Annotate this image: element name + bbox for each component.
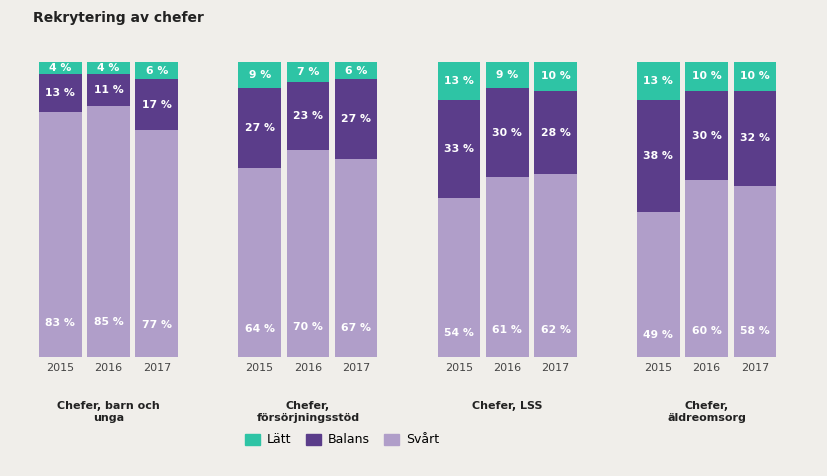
Text: 77 %: 77 % <box>141 320 172 330</box>
Text: 11 %: 11 % <box>93 85 123 95</box>
Bar <box>637 212 680 357</box>
Text: 49 %: 49 % <box>643 330 673 340</box>
Text: 6 %: 6 % <box>345 66 367 76</box>
Bar <box>335 159 377 357</box>
Bar <box>87 73 130 106</box>
Bar <box>136 62 178 79</box>
Bar <box>534 91 576 174</box>
Text: 10 %: 10 % <box>740 71 770 81</box>
Text: 70 %: 70 % <box>293 322 323 332</box>
Bar <box>734 186 777 357</box>
Bar <box>39 112 82 357</box>
Bar <box>686 62 728 91</box>
Bar <box>136 79 178 129</box>
Text: Chefer,
försörjningsstöd: Chefer, försörjningsstöd <box>256 401 360 423</box>
Bar <box>437 62 480 100</box>
Bar <box>335 62 377 79</box>
Bar <box>335 79 377 159</box>
Text: 54 %: 54 % <box>444 328 474 338</box>
Text: 9 %: 9 % <box>249 70 270 80</box>
Text: 4 %: 4 % <box>98 63 120 73</box>
Bar <box>534 62 576 91</box>
Text: 30 %: 30 % <box>691 130 722 140</box>
Text: 27 %: 27 % <box>245 123 275 133</box>
Bar <box>238 168 281 357</box>
Text: 67 %: 67 % <box>342 323 371 333</box>
Text: 60 %: 60 % <box>691 326 722 336</box>
Bar <box>136 129 178 357</box>
Bar <box>437 100 480 198</box>
Text: 10 %: 10 % <box>541 71 571 81</box>
Bar <box>238 62 281 88</box>
Bar <box>238 88 281 168</box>
Bar <box>534 174 576 357</box>
Text: 58 %: 58 % <box>740 327 770 337</box>
Bar <box>686 91 728 180</box>
Text: 30 %: 30 % <box>492 128 522 138</box>
Text: 17 %: 17 % <box>142 99 172 109</box>
Text: Rekrytering av chefer: Rekrytering av chefer <box>33 11 203 25</box>
Bar <box>637 62 680 100</box>
Text: 4 %: 4 % <box>49 63 71 73</box>
Text: 13 %: 13 % <box>643 76 673 86</box>
Text: 83 %: 83 % <box>45 317 75 327</box>
Bar <box>87 106 130 357</box>
Bar <box>39 62 82 73</box>
Text: Chefer, LSS: Chefer, LSS <box>472 401 543 411</box>
Text: 62 %: 62 % <box>541 325 571 335</box>
Text: 27 %: 27 % <box>342 114 371 124</box>
Bar <box>437 198 480 357</box>
Text: 23 %: 23 % <box>293 111 323 121</box>
Bar <box>734 62 777 91</box>
Text: 9 %: 9 % <box>496 70 519 80</box>
Bar <box>486 62 528 88</box>
Text: Chefer, barn och
unga: Chefer, barn och unga <box>57 401 160 423</box>
Text: 10 %: 10 % <box>691 71 721 81</box>
Bar <box>287 62 329 82</box>
Text: 64 %: 64 % <box>245 324 275 334</box>
Bar <box>486 177 528 357</box>
Text: 7 %: 7 % <box>297 67 319 77</box>
Bar <box>734 91 777 186</box>
Bar <box>637 100 680 212</box>
Text: 28 %: 28 % <box>541 128 571 138</box>
Bar <box>39 73 82 112</box>
Text: 85 %: 85 % <box>93 317 123 327</box>
Bar <box>686 180 728 357</box>
Text: 13 %: 13 % <box>45 88 75 98</box>
Bar <box>486 88 528 177</box>
Bar <box>287 150 329 357</box>
Text: 13 %: 13 % <box>444 76 474 86</box>
Text: 32 %: 32 % <box>740 133 770 143</box>
Text: 33 %: 33 % <box>444 144 474 154</box>
Text: 61 %: 61 % <box>492 326 522 336</box>
Bar <box>287 82 329 150</box>
Text: 38 %: 38 % <box>643 151 673 161</box>
Bar <box>87 62 130 73</box>
Text: Chefer,
äldreomsorg: Chefer, äldreomsorg <box>667 401 746 423</box>
Text: 6 %: 6 % <box>146 66 168 76</box>
Legend: Lätt, Balans, Svårt: Lätt, Balans, Svårt <box>246 434 439 446</box>
